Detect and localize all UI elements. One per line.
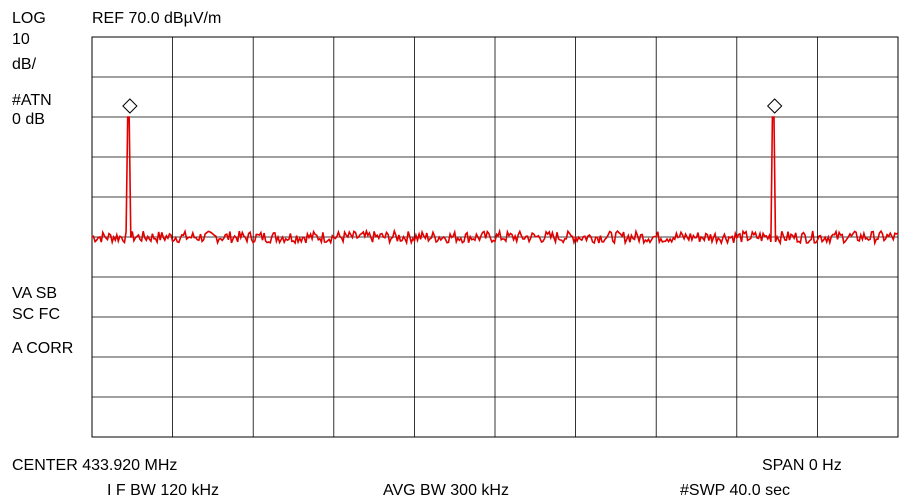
scale-unit: dB/ xyxy=(12,56,37,73)
if-bandwidth: I F BW 120 kHz xyxy=(107,482,220,499)
marker-diamond xyxy=(766,98,783,114)
reference-level: REF 70.0 dBµV/m xyxy=(92,10,222,27)
attenuation-value: 0 dB xyxy=(12,111,45,128)
side-label-sc-fc: SC FC xyxy=(12,306,60,323)
markers xyxy=(122,98,783,114)
average-bandwidth: AVG BW 300 kHz xyxy=(383,482,509,499)
span: SPAN 0 Hz xyxy=(762,457,842,474)
side-label-video-avg: VA SB xyxy=(12,285,58,302)
attenuation-label: #ATN xyxy=(12,92,52,109)
center-frequency: CENTER 433.920 MHz xyxy=(12,457,178,474)
marker-diamond xyxy=(122,98,138,114)
scale-value: 10 xyxy=(12,31,30,48)
side-label-amplitude-correction: A CORR xyxy=(12,340,74,357)
trace-line xyxy=(91,116,899,247)
graticule xyxy=(91,36,899,438)
sweep-time: #SWP 40.0 sec xyxy=(680,482,790,499)
scale-mode: LOG xyxy=(12,10,46,27)
